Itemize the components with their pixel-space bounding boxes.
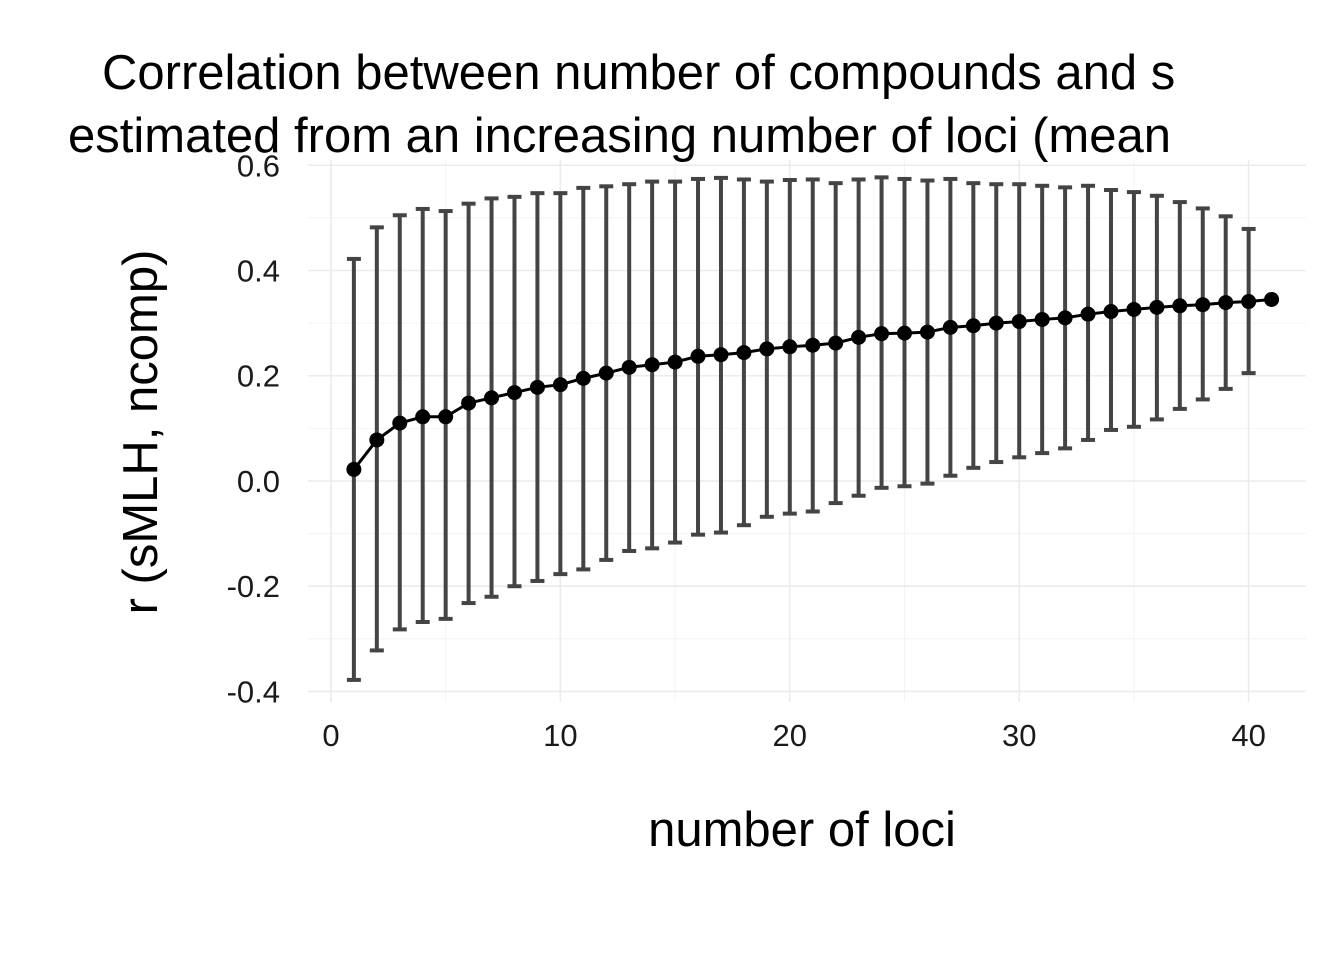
data-point: [667, 354, 683, 370]
data-point: [942, 319, 958, 335]
data-point: [1080, 306, 1096, 322]
data-point: [1034, 311, 1050, 327]
data-points: [346, 291, 1280, 477]
x-axis-tick-labels: 0 10 20 30 40: [322, 718, 1266, 753]
data-point: [369, 432, 385, 448]
data-point: [415, 409, 431, 425]
data-point: [552, 377, 568, 393]
data-point: [828, 335, 844, 351]
data-point: [438, 409, 454, 425]
x-tick-label: 10: [543, 718, 577, 753]
data-point: [346, 461, 362, 477]
x-tick-label: 30: [1002, 718, 1036, 753]
data-point: [1264, 291, 1280, 307]
data-point: [759, 341, 775, 357]
y-axis-title: r (sMLH, ncomp): [114, 250, 168, 615]
data-point: [484, 390, 500, 406]
data-point: [621, 359, 637, 375]
data-point: [736, 345, 752, 361]
chart-title-line-2: estimated from an increasing number of l…: [68, 109, 1171, 163]
data-point: [506, 385, 522, 401]
data-point: [988, 315, 1004, 331]
data-point: [1218, 295, 1234, 311]
data-point: [1103, 304, 1119, 320]
y-tick-label: 0.0: [237, 464, 280, 499]
data-point: [713, 347, 729, 363]
data-point: [598, 365, 614, 381]
data-point: [1172, 298, 1188, 314]
y-axis-tick-labels: -0.4 -0.2 0.0 0.2 0.4 0.6: [227, 148, 280, 709]
data-point: [1057, 310, 1073, 326]
x-tick-label: 40: [1231, 718, 1265, 753]
data-point: [897, 325, 913, 341]
data-point: [392, 415, 408, 431]
data-point: [1195, 297, 1211, 313]
x-tick-label: 0: [322, 718, 339, 753]
data-point: [1241, 294, 1257, 310]
data-point: [805, 337, 821, 353]
data-point: [919, 324, 935, 340]
data-point: [874, 326, 890, 342]
y-tick-label: 0.4: [237, 254, 280, 289]
data-point: [782, 339, 798, 355]
data-point: [851, 329, 867, 345]
y-tick-label: -0.4: [227, 674, 280, 709]
data-point: [965, 318, 981, 334]
data-point: [644, 357, 660, 373]
data-point: [1126, 301, 1142, 317]
y-tick-label: -0.2: [227, 569, 280, 604]
y-tick-label: 0.2: [237, 359, 280, 394]
data-point: [1011, 314, 1027, 330]
data-point: [461, 395, 477, 411]
data-point: [1149, 299, 1165, 315]
x-tick-label: 20: [773, 718, 807, 753]
y-tick-label: 0.6: [237, 148, 280, 183]
data-point: [690, 348, 706, 364]
chart-title-line-1: Correlation between number of compounds …: [102, 46, 1175, 100]
chart-title: Correlation between number of compounds …: [68, 46, 1175, 163]
x-axis-title: number of loci: [648, 803, 956, 857]
data-point: [529, 379, 545, 395]
data-point: [575, 370, 591, 386]
